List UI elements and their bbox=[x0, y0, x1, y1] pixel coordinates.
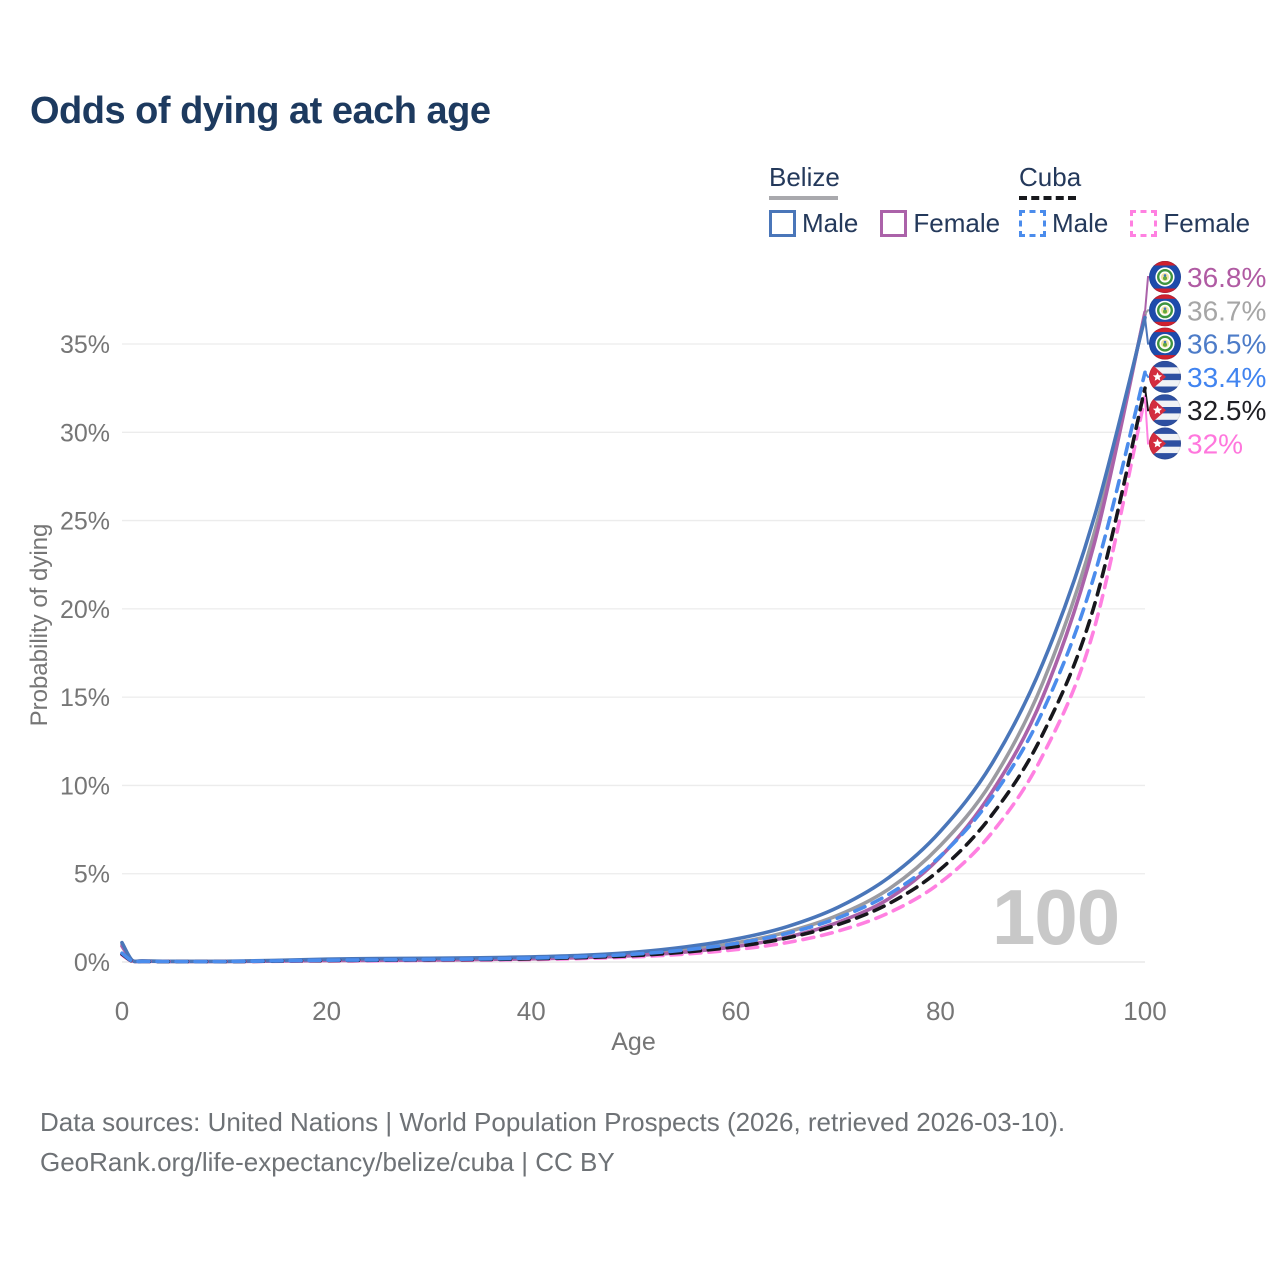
y-tick-label: 10% bbox=[60, 772, 110, 800]
belize-flag-icon bbox=[1149, 327, 1181, 360]
y-tick-label: 15% bbox=[60, 684, 110, 712]
x-tick-label: 100 bbox=[1123, 996, 1166, 1026]
age-watermark: 100 bbox=[992, 873, 1120, 961]
legend-item-belize-female[interactable]: Female bbox=[880, 208, 1000, 239]
legend-title-belize[interactable]: Belize bbox=[769, 162, 840, 192]
chart-footer: Data sources: United Nations | World Pop… bbox=[40, 1102, 1065, 1182]
cuba-flag-icon bbox=[1149, 394, 1181, 427]
y-tick-label: 0% bbox=[74, 949, 110, 977]
footer-attribution: GeoRank.org/life-expectancy/belize/cuba … bbox=[40, 1147, 615, 1177]
legend-item-cuba-female[interactable]: Female bbox=[1130, 208, 1250, 239]
series-line-belize-female[interactable] bbox=[120, 310, 1147, 964]
x-tick-label: 40 bbox=[517, 996, 546, 1026]
legend-item-cuba-male[interactable]: Male bbox=[1019, 208, 1108, 239]
x-tick-label: 80 bbox=[926, 996, 955, 1026]
legend-label-belize-male: Male bbox=[802, 208, 859, 238]
legend-label-belize-female: Female bbox=[913, 208, 1001, 238]
legend-row-belize: Male Female bbox=[769, 208, 1000, 239]
x-tick-label: 20 bbox=[312, 996, 341, 1026]
mortality-line-chart[interactable]: 0% 5% 10% 15% 20% 25% 30% 35% 0 20 40 60 80 100 Probab… bbox=[0, 0, 1280, 1080]
legend-item-belize-male[interactable]: Male bbox=[769, 208, 858, 239]
x-tick-label: 0 bbox=[115, 996, 129, 1026]
footer-data-sources: Data sources: United Nations | World Pop… bbox=[40, 1107, 1066, 1137]
y-tick-label: 20% bbox=[60, 596, 110, 624]
series-line-belize-both-sexes[interactable] bbox=[120, 312, 1147, 964]
cuba-flag-icon bbox=[1149, 360, 1181, 393]
end-value-label: 36.8% bbox=[1187, 262, 1266, 293]
belize-female-swatch-icon bbox=[880, 210, 908, 237]
page-title: Odds of dying at each age bbox=[30, 90, 491, 132]
end-value-label: 32.5% bbox=[1187, 395, 1266, 426]
end-value-label: 32% bbox=[1187, 429, 1243, 460]
y-tick-label: 30% bbox=[60, 419, 110, 447]
belize-flag-icon bbox=[1149, 261, 1181, 293]
end-value-label: 36.7% bbox=[1187, 295, 1266, 326]
cuba-female-swatch-icon bbox=[1130, 210, 1158, 237]
y-tick-label: 5% bbox=[74, 861, 110, 889]
end-value-label: 33.4% bbox=[1187, 362, 1266, 393]
y-tick-label: 25% bbox=[60, 508, 110, 536]
cuba-flag-icon bbox=[1149, 427, 1181, 460]
legend-group-cuba: Cuba Male Female bbox=[1019, 162, 1250, 239]
legend-title-cuba[interactable]: Cuba bbox=[1019, 162, 1082, 192]
x-axis-title: Age bbox=[611, 1028, 655, 1056]
legend-row-cuba: Male Female bbox=[1019, 208, 1250, 239]
series-line-cuba-male[interactable] bbox=[120, 370, 1147, 964]
legend-label-cuba-female: Female bbox=[1163, 208, 1251, 238]
legend-underline-solid bbox=[769, 196, 838, 200]
belize-flag-icon bbox=[1149, 294, 1181, 327]
x-tick-label: 60 bbox=[721, 996, 750, 1026]
legend-underline-dashed bbox=[1019, 196, 1076, 200]
legend-group-belize: Belize Male Female bbox=[769, 162, 1000, 239]
end-value-label: 36.5% bbox=[1187, 329, 1266, 360]
series-line-belize-male[interactable] bbox=[120, 315, 1147, 964]
cuba-male-swatch-icon bbox=[1019, 210, 1046, 237]
belize-male-swatch-icon bbox=[769, 210, 796, 237]
legend-label-cuba-male: Male bbox=[1052, 208, 1109, 238]
y-axis-title: Probability of dying bbox=[26, 524, 53, 727]
y-tick-label: 35% bbox=[60, 331, 110, 359]
